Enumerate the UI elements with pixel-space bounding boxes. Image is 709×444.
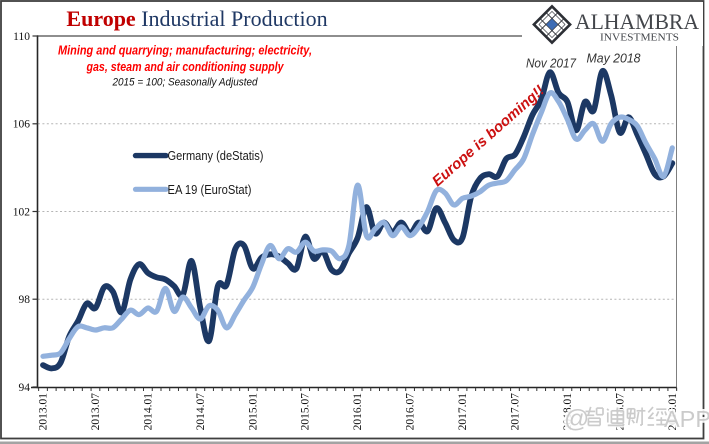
svg-text:APP: APP [664,406,709,432]
svg-text:@: @ [564,405,589,433]
svg-text:EA 19 (EuroStat): EA 19 (EuroStat) [168,182,252,197]
svg-text:2013.07: 2013.07 [90,393,102,431]
svg-text:106: 106 [13,119,31,131]
svg-text:@: @ [564,405,589,433]
svg-text:Germany (deStatis): Germany (deStatis) [168,148,264,163]
svg-text:2016.07: 2016.07 [405,393,417,431]
svg-text:2015 = 100; Seasonally Adjuste: 2015 = 100; Seasonally Adjusted [112,77,259,89]
svg-text:gas, steam and air conditionin: gas, steam and air conditioning supply [86,60,285,74]
svg-text:2014.07: 2014.07 [195,393,207,431]
svg-text:102: 102 [13,206,31,218]
svg-text:2017.01: 2017.01 [457,393,469,431]
svg-text:2015.07: 2015.07 [300,393,312,431]
svg-text:2016.01: 2016.01 [352,393,364,431]
svg-text:Europe Industrial Production: Europe Industrial Production [66,6,327,31]
svg-text:2018.01: 2018.01 [562,393,574,431]
svg-text:2015.01: 2015.01 [247,393,259,431]
svg-text:Mining and quarrying; manufac: Mining and quarrying; manufacturing; ele… [58,44,312,58]
svg-text:2013.01: 2013.01 [38,393,50,431]
svg-text:94: 94 [19,382,31,394]
svg-text:110: 110 [13,31,30,43]
svg-text:ALHAMBRA: ALHAMBRA [575,9,699,34]
svg-text:2014.01: 2014.01 [142,393,154,431]
svg-text:2017.07: 2017.07 [510,393,522,431]
svg-text:2019.01: 2019.01 [667,393,679,431]
svg-text:May 2018: May 2018 [587,51,642,66]
svg-text:Nov 2017: Nov 2017 [526,56,577,71]
svg-text:98: 98 [19,294,31,306]
svg-text:INVESTMENTS: INVESTMENTS [600,32,679,43]
svg-text:APP: APP [664,406,709,432]
